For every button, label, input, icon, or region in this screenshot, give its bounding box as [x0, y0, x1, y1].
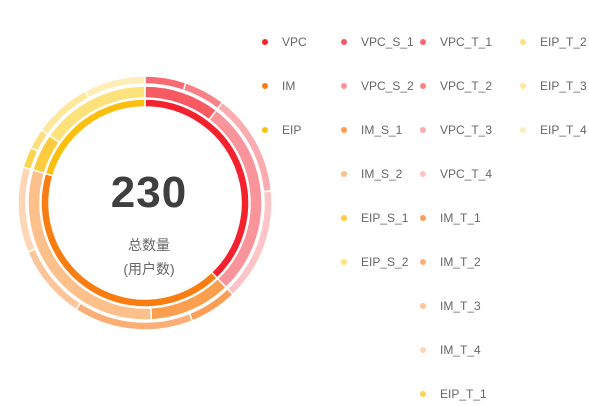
- legend-label: IM: [282, 79, 296, 93]
- legend-label: IM_T_3: [440, 299, 481, 313]
- legend-dot-icon: [341, 39, 347, 45]
- legend-item-eip-t-4[interactable]: EIP_T_4: [520, 122, 587, 138]
- legend-label: VPC_T_3: [440, 123, 493, 137]
- legend-label: IM_T_2: [440, 255, 481, 269]
- legend-item-eip-t-1[interactable]: EIP_T_1: [420, 386, 487, 402]
- legend-item-vpc-t-3[interactable]: VPC_T_3: [420, 122, 492, 138]
- legend-dot-icon: [420, 215, 426, 221]
- legend-dot-icon: [262, 127, 268, 133]
- legend-label: IM_T_1: [440, 211, 481, 225]
- legend-dot-icon: [520, 127, 526, 133]
- legend-label: EIP_S_2: [361, 255, 409, 269]
- legend-item-vpc-t-4[interactable]: VPC_T_4: [420, 166, 492, 182]
- legend-item-im-t-1[interactable]: IM_T_1: [420, 210, 481, 226]
- legend-item-eip-t-3[interactable]: EIP_T_3: [520, 78, 587, 94]
- legend-dot-icon: [341, 215, 347, 221]
- legend-label: EIP_T_4: [540, 123, 587, 137]
- legend-label: IM_S_2: [361, 167, 403, 181]
- legend-item-vpc[interactable]: VPC: [262, 34, 307, 50]
- legend-dot-icon: [420, 347, 426, 353]
- legend-item-eip-t-2[interactable]: EIP_T_2: [520, 34, 587, 50]
- legend-dot-icon: [262, 83, 268, 89]
- legend-item-eip[interactable]: EIP: [262, 122, 301, 138]
- total-label-unit: (用户数): [123, 261, 175, 277]
- slice-eip-s-2[interactable]: [48, 85, 146, 144]
- legend-item-im-t-4[interactable]: IM_T_4: [420, 342, 481, 358]
- legend-item-vpc-s-1[interactable]: VPC_S_1: [341, 34, 414, 50]
- legend-dot-icon: [262, 39, 268, 45]
- slice-eip[interactable]: [44, 98, 146, 177]
- legend-label: VPC_S_1: [361, 35, 414, 49]
- legend-dot-icon: [420, 127, 426, 133]
- legend-item-vpc-t-1[interactable]: VPC_T_1: [420, 34, 492, 50]
- legend-label: EIP: [282, 123, 302, 137]
- legend-item-im-s-1[interactable]: IM_S_1: [341, 122, 402, 138]
- legend-dot-icon: [520, 83, 526, 89]
- legend-dot-icon: [341, 83, 347, 89]
- legend-item-im-t-3[interactable]: IM_T_3: [420, 298, 481, 314]
- legend-label: VPC_S_2: [361, 79, 414, 93]
- legend-label: VPC_T_4: [440, 167, 493, 181]
- legend-dot-icon: [420, 391, 426, 397]
- legend-item-im-s-2[interactable]: IM_S_2: [341, 166, 402, 182]
- legend-item-vpc-s-2[interactable]: VPC_S_2: [341, 78, 414, 94]
- legend-label: VPC_T_1: [440, 35, 493, 49]
- legend-label: EIP_T_1: [440, 387, 487, 401]
- legend-item-im-t-2[interactable]: IM_T_2: [420, 254, 481, 270]
- legend-dot-icon: [420, 259, 426, 265]
- nested-donut-chart: [17, 75, 273, 331]
- legend-item-vpc-t-2[interactable]: VPC_T_2: [420, 78, 492, 94]
- legend-item-im[interactable]: IM: [262, 78, 295, 94]
- total-label: 总数量: [128, 237, 170, 253]
- legend-dot-icon: [420, 39, 426, 45]
- legend-label: IM_T_4: [440, 343, 481, 357]
- legend-dot-icon: [341, 127, 347, 133]
- legend-dot-icon: [420, 303, 426, 309]
- legend-label: IM_S_1: [361, 123, 403, 137]
- legend-label: VPC_T_2: [440, 79, 493, 93]
- legend-label: VPC: [282, 35, 307, 49]
- legend-dot-icon: [520, 39, 526, 45]
- slice-eip-t-4[interactable]: [84, 75, 146, 100]
- legend-dot-icon: [341, 171, 347, 177]
- legend-dot-icon: [420, 83, 426, 89]
- legend-label: EIP_T_3: [540, 79, 587, 93]
- legend-label: EIP_T_2: [540, 35, 587, 49]
- legend-label: EIP_S_1: [361, 211, 409, 225]
- legend-dot-icon: [341, 259, 347, 265]
- legend-dot-icon: [420, 171, 426, 177]
- legend-item-eip-s-2[interactable]: EIP_S_2: [341, 254, 408, 270]
- legend-item-eip-s-1[interactable]: EIP_S_1: [341, 210, 408, 226]
- total-value: 230: [110, 168, 188, 217]
